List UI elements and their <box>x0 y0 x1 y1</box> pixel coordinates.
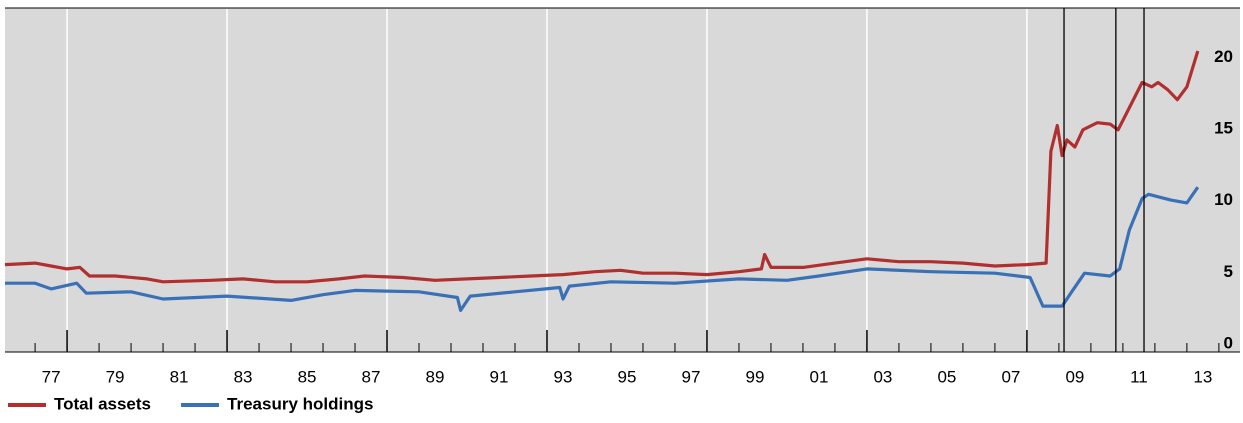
x-tick-label: 97 <box>682 367 701 386</box>
y-tick-label: 0 <box>1224 333 1233 352</box>
y-tick-label: 20 <box>1214 47 1233 66</box>
x-tick-label: 11 <box>1130 367 1148 386</box>
y-tick-label: 10 <box>1214 190 1233 209</box>
y-tick-label: 5 <box>1224 262 1233 281</box>
x-tick-label: 87 <box>362 367 381 386</box>
plot-area <box>5 8 1240 352</box>
x-tick-label: 77 <box>42 367 61 386</box>
x-tick-label: 05 <box>937 367 956 386</box>
x-tick-label: 91 <box>490 367 509 386</box>
x-tick-label: 13 <box>1193 367 1212 386</box>
x-tick-label: 99 <box>745 367 764 386</box>
series-line <box>5 186 1200 312</box>
x-tick-label: 83 <box>234 367 253 386</box>
x-tick-label: 95 <box>618 367 637 386</box>
series-line <box>4 50 1200 284</box>
x-tick-label: 03 <box>873 367 892 386</box>
y-tick-label: 15 <box>1214 118 1233 137</box>
x-tick-label: 09 <box>1065 367 1084 386</box>
legend-label: Treasury holdings <box>227 394 373 413</box>
x-tick-label: 93 <box>554 367 573 386</box>
x-tick-label: 85 <box>298 367 317 386</box>
x-tick-label: 79 <box>106 367 125 386</box>
x-tick-label: 81 <box>170 367 189 386</box>
x-tick-label: 01 <box>809 367 828 386</box>
x-tick-label: 07 <box>1001 367 1020 386</box>
x-tick-label: 89 <box>426 367 445 386</box>
legend-label: Total assets <box>54 394 151 413</box>
